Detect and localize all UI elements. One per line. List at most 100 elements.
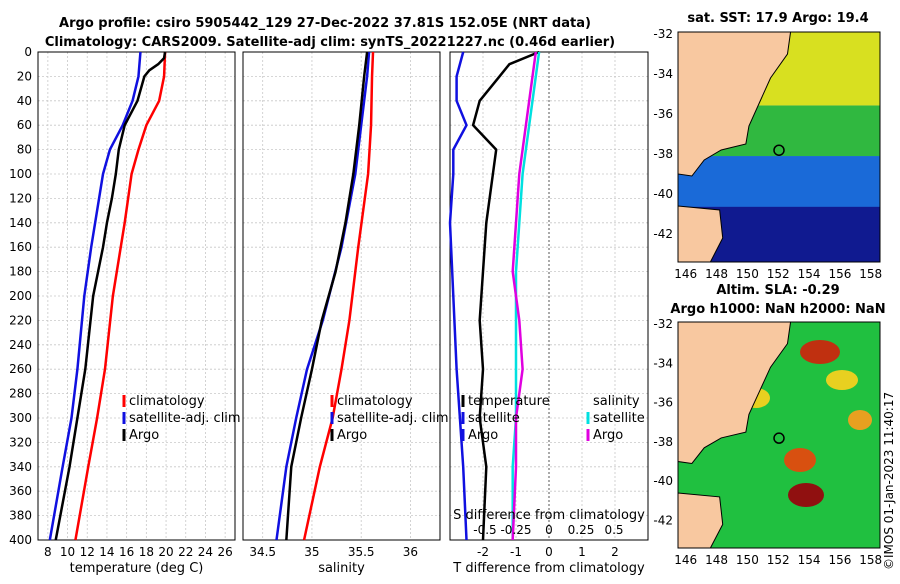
lat-tick-label: -34 xyxy=(653,356,673,370)
depth-tick-label: 360 xyxy=(9,484,32,498)
legend-label: climatology xyxy=(337,394,413,409)
lon-tick-label: 154 xyxy=(798,267,821,281)
series-line-t-argo xyxy=(471,50,540,541)
land-mass xyxy=(677,31,792,177)
temperature-panel: 0 20 40 60 80 100 120 140 160 180 200 220 240 260 280 3… xyxy=(9,45,241,576)
axes-box xyxy=(37,51,236,541)
x-axis-label: temperature (deg C) xyxy=(70,561,204,576)
depth-tick-label: 160 xyxy=(9,240,32,254)
lon-tick-label: 148 xyxy=(705,553,728,567)
series-line-argo xyxy=(285,51,369,541)
depth-tick-label: 240 xyxy=(9,338,32,352)
sla-map-title-line2: Argo h1000: NaN h2000: NaN xyxy=(670,302,885,317)
lat-tick-label: -38 xyxy=(653,147,673,161)
legend-label: Argo xyxy=(593,428,623,443)
x-tick-label: 12 xyxy=(80,545,95,559)
legend-label: Argo xyxy=(468,428,498,443)
depth-tick-label: 260 xyxy=(9,362,32,376)
top-x-tick-label: -0.25 xyxy=(500,523,531,537)
sst-map: -32 -34 -36 -38 -40 -42 146 148 150 152 154 156 158 xyxy=(653,27,882,281)
legend-label: satellite xyxy=(468,411,520,426)
lat-tick-label: -38 xyxy=(653,435,673,449)
x-tick-label: 10 xyxy=(60,545,75,559)
x-tick-label: -1 xyxy=(510,545,522,559)
sst-map-title: sat. SST: 17.9 Argo: 19.4 xyxy=(687,11,868,26)
x-tick-label: 22 xyxy=(178,545,193,559)
x-tick-label: 18 xyxy=(139,545,154,559)
lon-tick-label: 156 xyxy=(828,267,851,281)
top-x-tick-label: 0.25 xyxy=(568,523,595,537)
map-frame xyxy=(677,31,881,263)
depth-tick-label: 20 xyxy=(17,69,32,83)
legend-label: satellite xyxy=(593,411,645,426)
lon-tick-label: 146 xyxy=(674,267,697,281)
depth-tick-label: 100 xyxy=(9,167,32,181)
x-tick-label: 14 xyxy=(99,545,114,559)
series-line-s-argo xyxy=(511,51,538,541)
depth-tick-label: 0 xyxy=(24,45,32,59)
lon-tick-label: 150 xyxy=(736,553,759,567)
legend-label: salinity xyxy=(593,394,640,409)
lat-tick-label: -32 xyxy=(653,27,673,41)
x-tick-label: 35 xyxy=(304,545,319,559)
series-line-argo xyxy=(54,51,167,541)
figure-title-line1: Argo profile: csiro 5905442_129 27-Dec-2… xyxy=(59,16,591,31)
salinity-panel: 34.5 35 35.5 36 salinity climatology satellite… xyxy=(242,51,449,576)
depth-tick-label: 320 xyxy=(9,435,32,449)
series-line-t-satellite xyxy=(448,51,468,541)
depth-tick-label: 200 xyxy=(9,289,32,303)
lon-tick-label: 148 xyxy=(705,267,728,281)
series-line-satellite xyxy=(48,51,142,541)
top-x-tick-label: 0 xyxy=(545,523,553,537)
lat-tick-label: -40 xyxy=(653,474,673,488)
sla-map-title-line1: Altim. SLA: -0.29 xyxy=(716,283,839,298)
x-tick-label: 1 xyxy=(578,545,586,559)
lat-tick-label: -36 xyxy=(653,396,673,410)
x-tick-label: 2 xyxy=(611,545,619,559)
land-mass xyxy=(677,321,792,465)
x-tick-label: 0 xyxy=(545,545,553,559)
ocean-cool-band xyxy=(678,156,880,207)
sla-anomaly-blob xyxy=(848,410,872,430)
depth-tick-label: 280 xyxy=(9,387,32,401)
lon-tick-label: 152 xyxy=(767,553,790,567)
depth-tick-label: 380 xyxy=(9,509,32,523)
x-tick-label: 34.5 xyxy=(249,545,276,559)
series-line-climatology xyxy=(74,51,167,541)
sla-anomaly-blob xyxy=(788,483,824,507)
lon-tick-label: 152 xyxy=(767,267,790,281)
x-tick-label: 35.5 xyxy=(348,545,375,559)
depth-tick-label: 220 xyxy=(9,313,32,327)
legend-label: climatology xyxy=(129,394,205,409)
sla-anomaly-blob xyxy=(800,340,840,364)
difference-panel: -2 -1 0 1 2 T difference from climatology temp… xyxy=(448,50,649,576)
depth-tick-label: 400 xyxy=(9,533,32,547)
map-frame xyxy=(677,321,881,549)
lon-tick-label: 150 xyxy=(736,267,759,281)
depth-tick-label: 40 xyxy=(17,94,32,108)
lat-tick-label: -40 xyxy=(653,187,673,201)
lon-tick-label: 156 xyxy=(828,553,851,567)
legend-label: Argo xyxy=(129,428,159,443)
depth-tick-label: 180 xyxy=(9,265,32,279)
legend-label: temperature xyxy=(468,394,550,409)
x-tick-label: 8 xyxy=(44,545,52,559)
figure-title-line2: Climatology: CARS2009. Satellite-adj cli… xyxy=(45,35,615,50)
depth-tick-label: 80 xyxy=(17,143,32,157)
top-x-tick-label: 0.5 xyxy=(604,523,623,537)
lon-tick-label: 146 xyxy=(674,553,697,567)
legend-label: satellite-adj. clim xyxy=(129,411,241,426)
x-tick-label: -2 xyxy=(477,545,489,559)
copyright-label: ©IMOS 01-Jan-2023 11:40:17 xyxy=(882,392,896,570)
legend-label: satellite-adj. clim xyxy=(337,411,449,426)
lon-tick-label: 158 xyxy=(859,267,882,281)
top-axis-label: S difference from climatology xyxy=(453,508,645,523)
x-tick-label: 20 xyxy=(158,545,173,559)
lon-tick-label: 154 xyxy=(798,553,821,567)
legend-label: Argo xyxy=(337,428,367,443)
depth-tick-label: 300 xyxy=(9,411,32,425)
depth-tick-label: 60 xyxy=(17,118,32,132)
depth-tick-label: 340 xyxy=(9,460,32,474)
sla-map: -32 -34 -36 -38 -40 -42 146 148 150 152 154 156 158 xyxy=(653,317,882,567)
